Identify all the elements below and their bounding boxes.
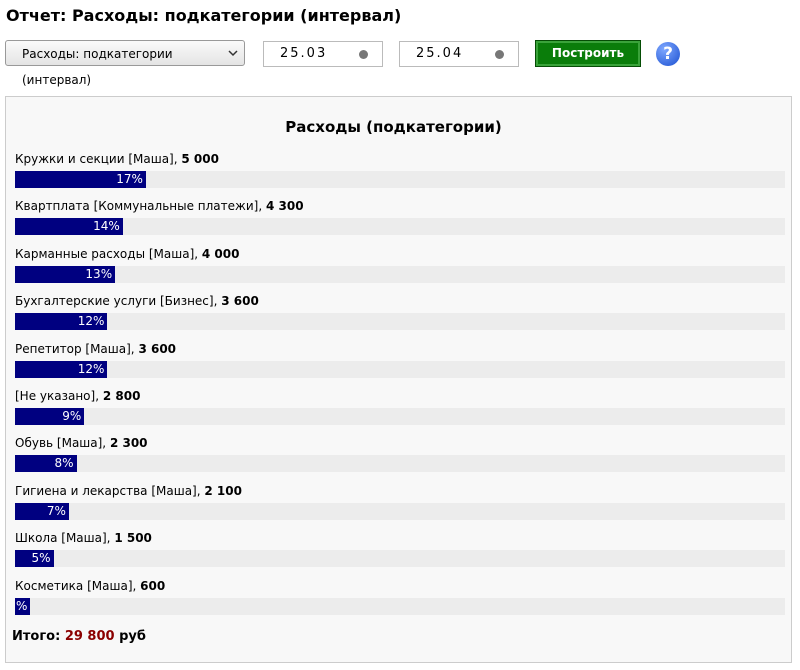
bar-track: 8%	[15, 455, 785, 473]
bar: 14%	[15, 218, 123, 236]
item-name: Обувь [Маша],	[15, 436, 107, 451]
item-amount: 600	[140, 578, 166, 593]
item-label: Бухгалтерские услуги [Бизнес], 3 600	[15, 294, 259, 308]
item-name: Квартплата [Коммунальные платежи],	[15, 199, 263, 214]
bar: 8%	[15, 455, 77, 473]
total: Итого: 29 800 руб	[12, 629, 146, 644]
date-from[interactable]: 25.03	[263, 41, 383, 67]
item-name: Бухгалтерские услуги [Бизнес],	[15, 294, 218, 309]
total-label: Итого:	[12, 629, 61, 644]
item-name: Репетитор [Маша],	[15, 341, 135, 356]
item-label: Репетитор [Маша], 3 600	[15, 342, 176, 356]
item-amount: 3 600	[138, 341, 177, 356]
bar-label: 5%	[31, 551, 51, 566]
clear-icon[interactable]	[359, 50, 368, 59]
item-label: Школа [Маша], 1 500	[15, 531, 152, 545]
bar-track: 7%	[15, 502, 785, 520]
item-name: Косметика [Маша],	[15, 578, 137, 593]
bar-label: 12%	[77, 361, 105, 376]
bar: 5%	[15, 550, 54, 568]
bar-track: 13%	[15, 265, 785, 283]
build-button[interactable]: Построить	[535, 40, 641, 67]
item-name: Кружки и секции [Маша],	[15, 152, 178, 166]
select-text: Расходы: подкатегории (интервал)	[22, 47, 173, 87]
report-select[interactable]: Расходы: подкатегории (интервал)	[5, 40, 245, 87]
bar: 2%	[15, 597, 31, 615]
dropdown-arrow	[228, 50, 238, 57]
item-amount: 2 300	[109, 436, 148, 451]
item-amount: 4 300	[265, 199, 304, 214]
bar-label: 14%	[93, 219, 120, 234]
item-name: Гигиена и лекарства [Маша],	[15, 483, 201, 498]
item-label: Гигиена и лекарства [Маша], 2 100	[15, 484, 242, 498]
bar-track: 2%	[15, 597, 785, 615]
bar-label: 2%	[15, 598, 28, 613]
item-label: Кружки и секции [Маша], 5 000	[15, 152, 219, 166]
bar-track: 5%	[15, 550, 785, 568]
total-currency: руб	[119, 629, 146, 644]
date-text: 25.03	[280, 46, 328, 61]
item-label: Косметика [Маша], 600	[15, 579, 165, 593]
bar-label: 13%	[85, 266, 113, 281]
date-to[interactable]: 25.04	[399, 41, 519, 67]
item-amount: 1 500	[114, 531, 152, 546]
bar-label: 8%	[54, 456, 74, 471]
item-label: Обувь [Маша], 2 300	[15, 436, 148, 450]
bar: 12%	[15, 313, 108, 331]
bar: 12%	[15, 360, 108, 378]
bar-track: 12%	[15, 313, 785, 331]
date-text: 25.04	[416, 46, 464, 61]
item-amount: 2 100	[204, 483, 242, 498]
item-label: Карманные расходы [Маша], 4 000	[15, 247, 239, 261]
bar-track: 12%	[15, 360, 785, 378]
bar-track: 17%	[15, 171, 785, 188]
bar: 9%	[15, 408, 85, 425]
bar: 7%	[15, 502, 69, 520]
item-amount: 5 000	[181, 152, 219, 166]
item-label: [Не указано], 2 800	[15, 389, 140, 403]
bar-track: 9%	[15, 408, 785, 425]
item-name: Карманные расходы [Маша],	[15, 246, 199, 261]
bar-label: 7%	[46, 503, 66, 518]
item-amount: 4 000	[201, 246, 240, 261]
page-title: Отчет: Расходы: подкатегории (интервал)	[6, 6, 402, 25]
item-amount: 2 800	[102, 389, 141, 403]
report-panel	[5, 96, 792, 663]
total-amount: 29 800	[64, 629, 115, 644]
item-name: Школа [Маша],	[15, 531, 111, 546]
item-label: Квартплата [Коммунальные платежи], 4 300	[15, 199, 304, 213]
bar-track: 14%	[15, 218, 785, 236]
bar-label: 12%	[77, 314, 105, 329]
bar-label: 9%	[62, 409, 82, 423]
bar: 17%	[15, 171, 146, 188]
item-name: [Не указано],	[15, 389, 100, 403]
item-amount: 3 600	[221, 294, 259, 309]
panel-title: Расходы (подкатегории)	[285, 118, 502, 136]
help-icon[interactable]: ?	[656, 42, 680, 66]
clear-icon[interactable]	[495, 50, 504, 59]
bar-label: 17%	[116, 172, 143, 186]
bar: 13%	[15, 265, 116, 283]
